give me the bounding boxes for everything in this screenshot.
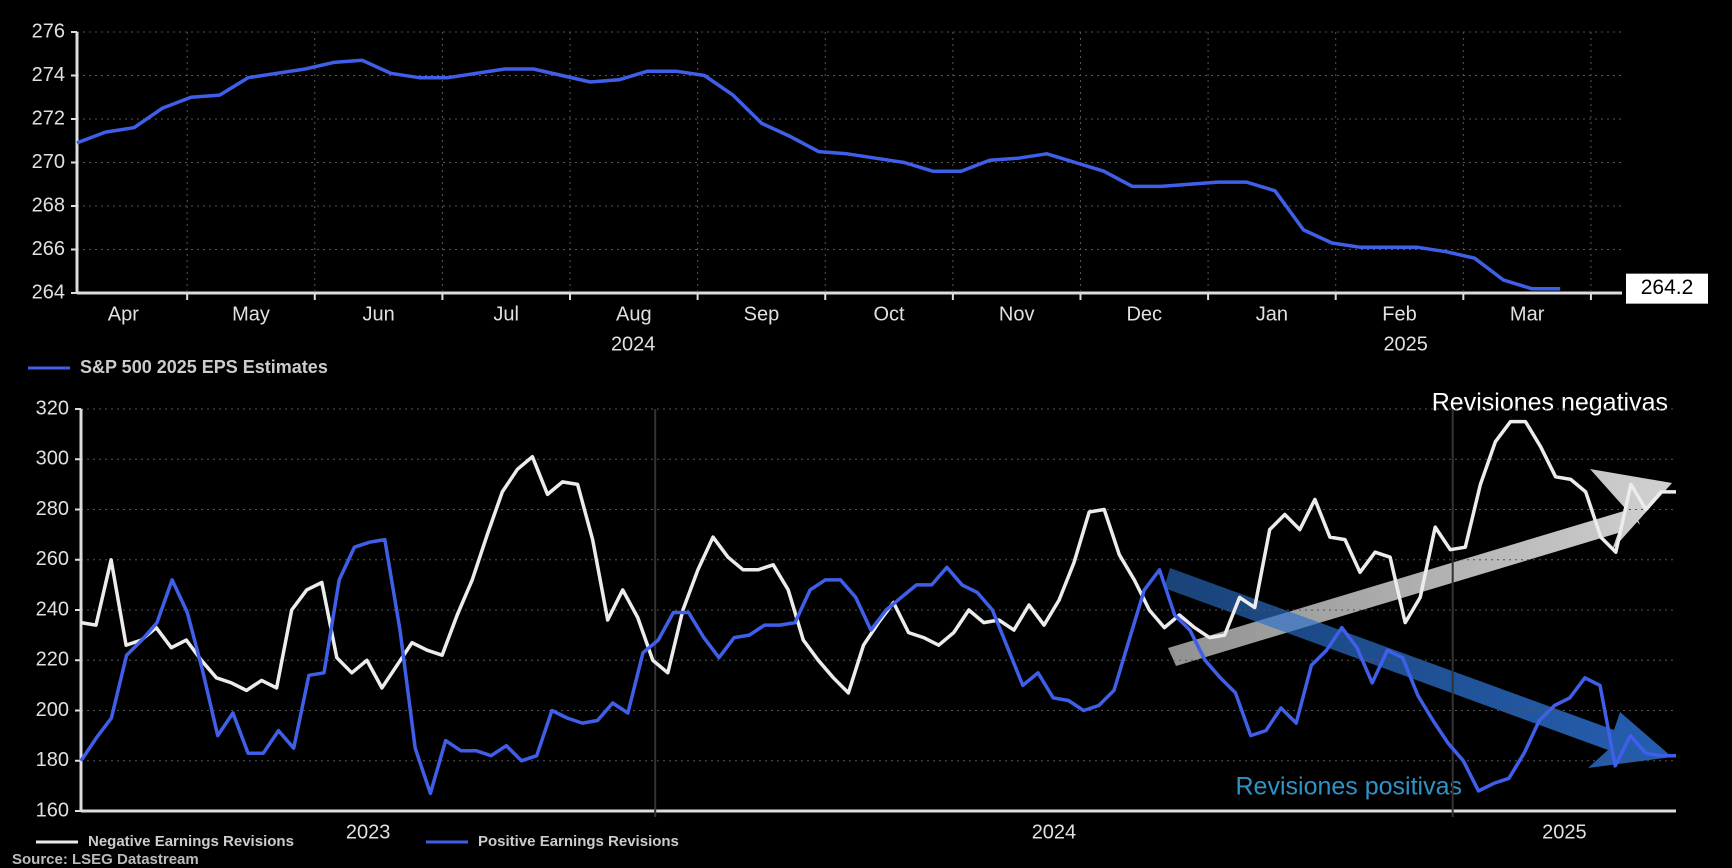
source: Source: LSEG Datastream bbox=[12, 851, 199, 868]
y-tick-label: 270 bbox=[32, 151, 65, 173]
x-tick-label: Feb bbox=[1382, 303, 1416, 325]
y-tick-label: 200 bbox=[36, 699, 69, 721]
y-tick-label: 280 bbox=[36, 498, 69, 520]
series-line bbox=[76, 58, 1561, 291]
x-tick-label: Aug bbox=[616, 303, 652, 325]
y-tick-label: 320 bbox=[36, 397, 69, 419]
x-tick-label: May bbox=[232, 303, 270, 325]
legend-label: S&P 500 2025 EPS Estimates bbox=[80, 357, 328, 377]
series-line bbox=[79, 537, 1676, 796]
x-tick-label: Jan bbox=[1256, 303, 1288, 325]
series-line bbox=[80, 419, 1676, 695]
x-tick-label: Apr bbox=[108, 303, 139, 325]
arrow-positive bbox=[1164, 568, 1672, 768]
y-tick-label: 160 bbox=[36, 799, 69, 821]
annotation: Revisiones positivas bbox=[1236, 773, 1463, 801]
x-tick-label: Sep bbox=[744, 303, 780, 325]
end-label-box bbox=[1626, 273, 1708, 304]
end-label: 264.2 bbox=[1641, 276, 1694, 299]
y-tick-label: 220 bbox=[36, 649, 69, 671]
y-tick-label: 276 bbox=[32, 20, 65, 42]
y-tick-label: 300 bbox=[36, 448, 69, 470]
arrow-negative bbox=[1168, 469, 1672, 666]
x-tick-label: Oct bbox=[873, 303, 905, 325]
y-tick-label: 240 bbox=[36, 598, 69, 620]
y-tick-label: 272 bbox=[32, 107, 65, 129]
x-tick-label: Nov bbox=[999, 303, 1035, 325]
y-tick-label: 274 bbox=[32, 64, 65, 86]
y-tick-label: 268 bbox=[32, 194, 65, 216]
y-tick-label: 180 bbox=[36, 749, 69, 771]
x-tick-label: 2023 bbox=[346, 821, 391, 843]
y-tick-label: 264 bbox=[32, 281, 65, 303]
x-tick-label: 2024 bbox=[1032, 821, 1077, 843]
year-label: 2025 bbox=[1383, 333, 1428, 355]
year-label: 2024 bbox=[611, 333, 656, 355]
x-tick-label: 2025 bbox=[1542, 821, 1587, 843]
x-tick-label: Mar bbox=[1510, 303, 1545, 325]
annotation: Revisiones negativas bbox=[1432, 389, 1668, 417]
legend-label: Positive Earnings Revisions bbox=[478, 833, 679, 850]
x-tick-label: Dec bbox=[1126, 303, 1162, 325]
y-tick-label: 260 bbox=[36, 548, 69, 570]
legend-label: Negative Earnings Revisions bbox=[88, 833, 294, 850]
x-tick-label: Jul bbox=[493, 303, 519, 325]
y-tick-label: 266 bbox=[32, 238, 65, 260]
x-tick-label: Jun bbox=[362, 303, 394, 325]
